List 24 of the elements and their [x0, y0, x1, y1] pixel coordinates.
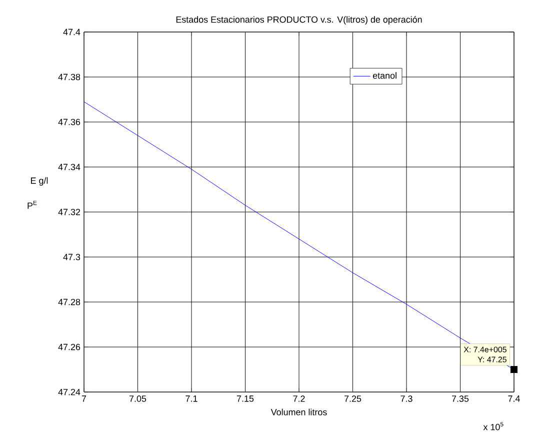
x-tick-label: 7.15 — [236, 396, 254, 402]
y-tick-label: 47.32 — [58, 208, 80, 216]
y-tick-label: 47.26 — [58, 344, 80, 350]
y-tick-label: 47.38 — [58, 74, 80, 80]
y-tick-label: 47.4 — [63, 28, 80, 36]
x-axis-title: Volumen litros — [270, 408, 327, 416]
x-tick-label: 7.05 — [129, 396, 146, 402]
chart-title: Estados Estacionarios PRODUCTO v.s. V(litros) de operación — [176, 16, 422, 24]
y-tick-label: 47.3 — [63, 254, 80, 260]
x-tick-label: 7.1 — [186, 396, 198, 402]
x-tick-label: 7 — [82, 396, 86, 402]
x-tick-label: 7.4 — [508, 396, 520, 402]
x-tick-label: 7.3 — [400, 396, 412, 402]
x-tick-label: 7.25 — [344, 396, 362, 402]
y-tick-label: 47.36 — [58, 118, 80, 126]
x-tick-label: 7.2 — [293, 396, 305, 402]
y-tick-label: 47.24 — [58, 388, 80, 396]
text: P$^{E}$ — [28, 200, 37, 209]
legend-label: etanol — [372, 72, 396, 79]
text: x 10$^{5}$ — [483, 422, 504, 430]
y-axis-title: E g/l — [31, 177, 48, 186]
y-tick-label: 47.34 — [58, 164, 80, 170]
x-tick-label: 7.35 — [452, 396, 469, 402]
y-tick-label: 47.28 — [58, 298, 80, 306]
